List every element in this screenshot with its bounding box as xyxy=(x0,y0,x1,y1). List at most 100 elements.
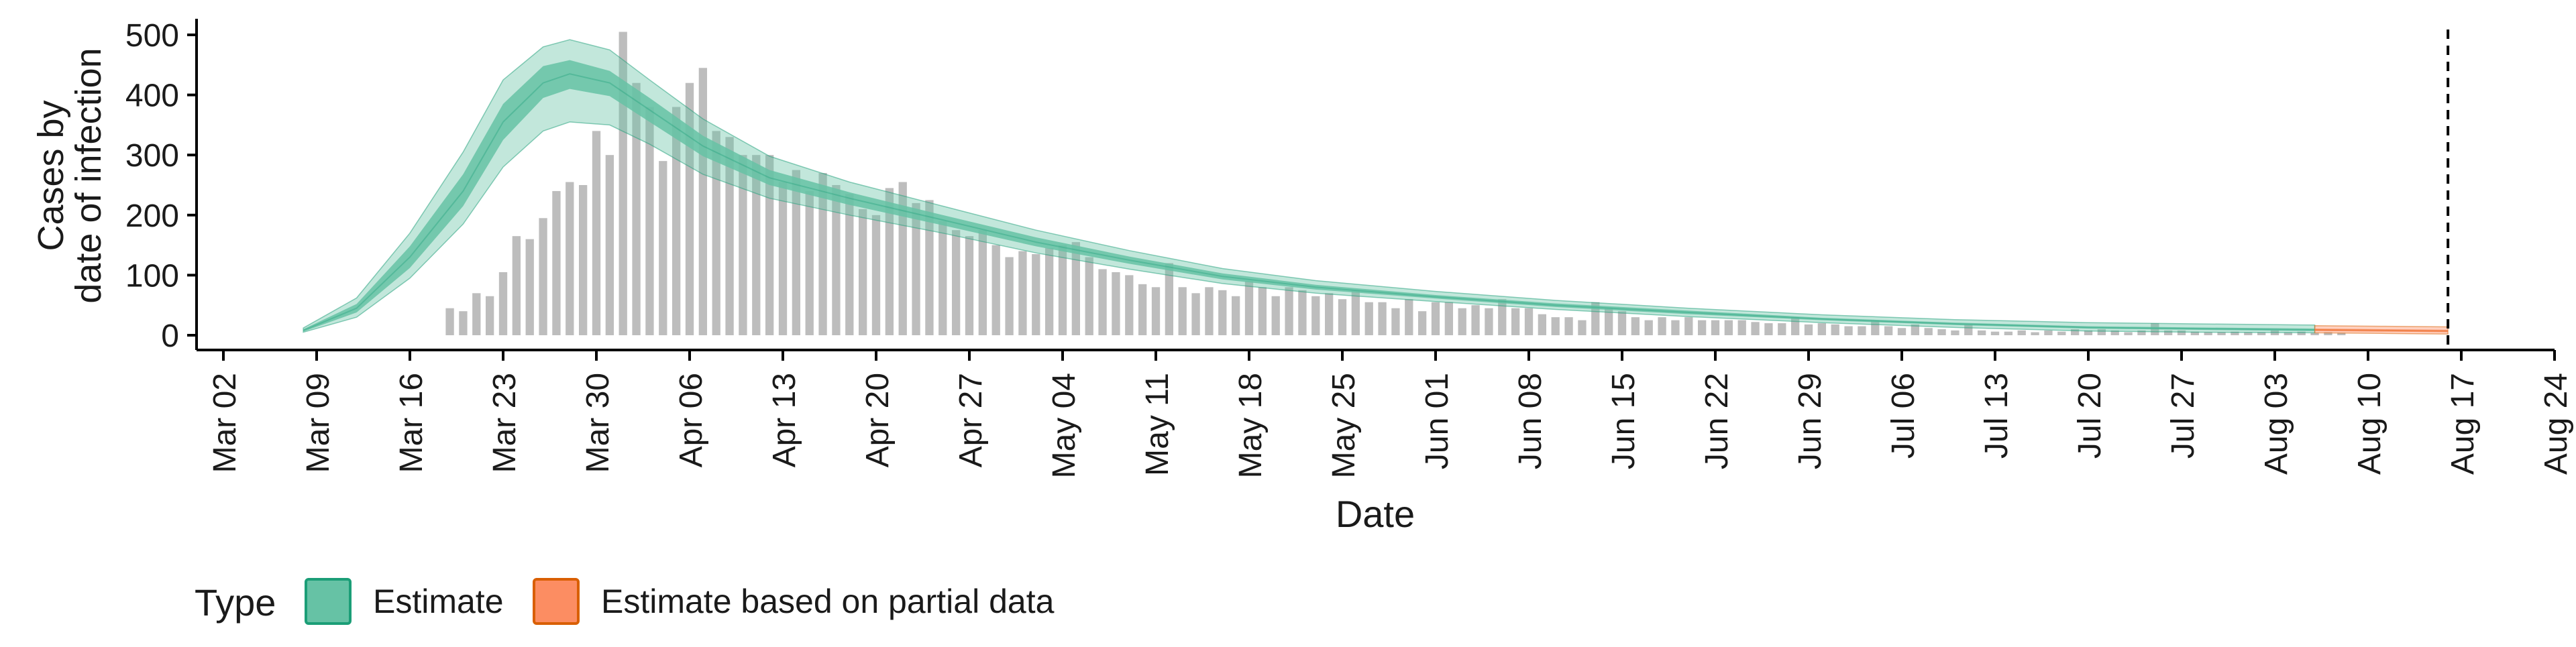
ribbon-50-series-1 xyxy=(2314,329,2449,333)
bar xyxy=(1112,272,1120,335)
bar xyxy=(885,188,894,335)
bar xyxy=(1617,311,1627,335)
x-tick-label: Mar 09 xyxy=(301,373,336,473)
bar xyxy=(991,245,1000,335)
bar xyxy=(2017,330,2026,335)
bar xyxy=(1044,248,1054,335)
bar xyxy=(2084,330,2093,335)
bar xyxy=(485,296,494,335)
bar xyxy=(1125,275,1134,335)
bar xyxy=(1431,302,1440,335)
y-axis-label-line-1: Cases by xyxy=(31,100,71,251)
x-tick-label: May 11 xyxy=(1140,373,1175,476)
bar xyxy=(1964,324,1973,335)
bar xyxy=(1485,308,1493,335)
bar xyxy=(2310,333,2319,335)
bar xyxy=(1151,287,1161,335)
bar xyxy=(805,190,814,335)
bar xyxy=(1591,302,1600,335)
bar xyxy=(539,218,547,335)
x-tick-label: Mar 23 xyxy=(487,373,523,473)
bar xyxy=(1897,328,1907,335)
bar xyxy=(1391,308,1400,335)
bar xyxy=(792,170,801,335)
x-tick-label: Aug 24 xyxy=(2538,373,2574,475)
x-tick-label: Jun 15 xyxy=(1606,373,1642,469)
bar xyxy=(965,236,974,335)
observed-bars xyxy=(445,32,2346,336)
bar xyxy=(1737,320,1746,335)
bar xyxy=(1937,329,1946,335)
bar xyxy=(2257,332,2266,335)
bar xyxy=(1951,330,1960,335)
x-tick-label: Jun 01 xyxy=(1419,373,1455,469)
bar xyxy=(1977,330,1986,335)
x-tick-label: Jul 13 xyxy=(1979,373,2015,459)
bar xyxy=(1231,296,1240,335)
bar xyxy=(619,32,627,336)
bar xyxy=(459,311,468,335)
bar xyxy=(1244,281,1254,335)
bar xyxy=(1218,290,1227,335)
bar xyxy=(1644,320,1653,335)
x-tick-label: Apr 20 xyxy=(860,373,896,467)
bar xyxy=(1032,254,1040,335)
x-tick-label: Apr 13 xyxy=(767,373,802,467)
x-tick-label: Mar 30 xyxy=(580,373,616,473)
bar xyxy=(2097,329,2106,335)
bar xyxy=(1071,242,1081,335)
bar xyxy=(1764,323,1773,335)
bar xyxy=(1311,296,1320,335)
bar xyxy=(1271,296,1280,335)
bar xyxy=(578,185,588,335)
bar xyxy=(498,272,508,335)
bar xyxy=(2217,332,2226,335)
bar xyxy=(1831,324,1839,335)
bar xyxy=(472,293,481,335)
bar xyxy=(2044,330,2053,335)
bar xyxy=(778,182,788,335)
y-axis-label-line-2: date of infection xyxy=(68,48,109,303)
bar xyxy=(1778,323,1786,335)
bar xyxy=(2324,332,2332,335)
bar xyxy=(1324,293,1334,335)
y-tick-label: 500 xyxy=(125,18,179,54)
x-tick-label: Aug 10 xyxy=(2352,373,2387,475)
bar xyxy=(1858,326,1866,335)
bar xyxy=(2124,332,2133,335)
bar xyxy=(1298,290,1307,335)
x-tick-label: Jun 22 xyxy=(1699,373,1735,469)
bar xyxy=(1524,308,1534,335)
bar xyxy=(1684,317,1693,335)
x-tick-label: Apr 27 xyxy=(953,373,989,467)
bar xyxy=(1378,302,1387,335)
bar xyxy=(898,182,907,335)
bar xyxy=(2337,333,2346,335)
bar xyxy=(912,202,920,335)
x-tick-label: May 18 xyxy=(1233,373,1269,478)
median-line-series-1 xyxy=(2314,329,2449,332)
bar xyxy=(1511,308,1520,335)
y-tick-label: 400 xyxy=(125,78,179,114)
bar xyxy=(445,308,454,335)
bar xyxy=(858,209,867,335)
x-tick-label: May 04 xyxy=(1046,373,1082,478)
bar xyxy=(605,155,614,335)
bar xyxy=(832,185,841,335)
bar xyxy=(566,182,574,335)
bar xyxy=(2137,330,2146,335)
bar xyxy=(592,131,601,336)
bar xyxy=(1990,331,2000,335)
bar xyxy=(2231,331,2239,335)
bar xyxy=(1417,311,1427,335)
bar xyxy=(845,194,854,335)
bar xyxy=(1098,269,1107,335)
bar xyxy=(1005,257,1014,335)
bar xyxy=(951,230,961,335)
estimate-ribbons xyxy=(303,39,2449,335)
y-tick-label: 200 xyxy=(125,198,179,234)
bar xyxy=(725,137,734,335)
bar xyxy=(871,215,881,335)
bar xyxy=(1911,324,1920,335)
